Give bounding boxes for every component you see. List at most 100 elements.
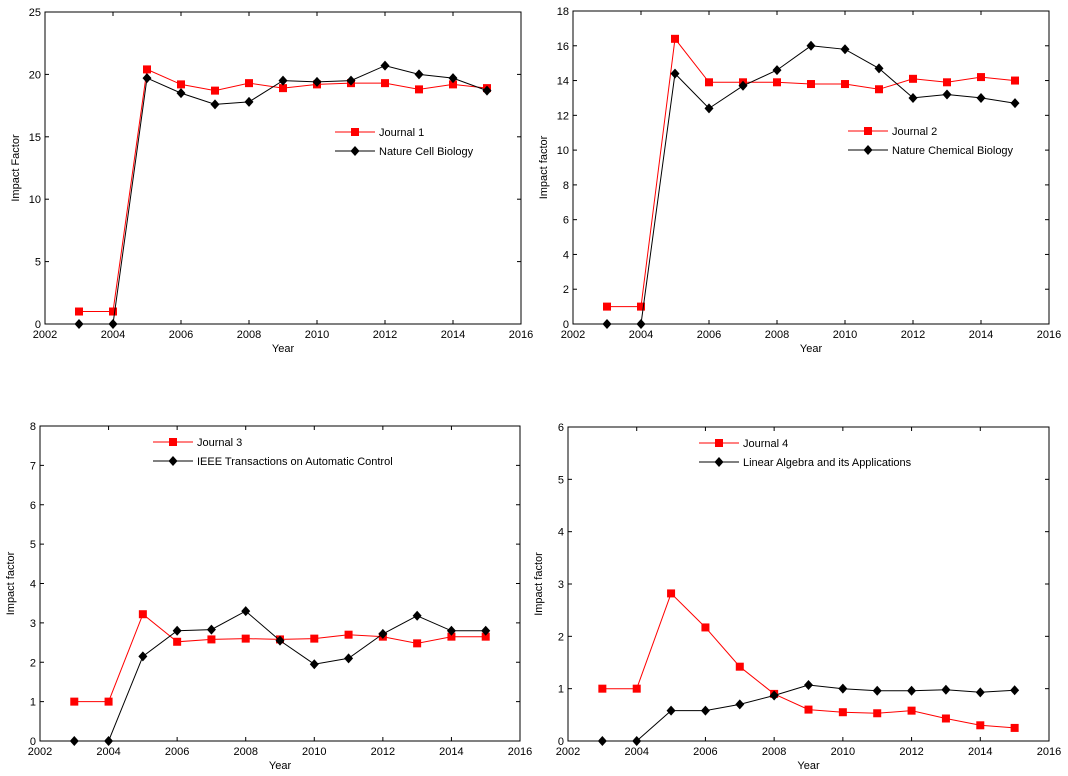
y-tick-label: 1 [30, 697, 36, 709]
data-point-square [241, 634, 250, 643]
x-tick-label: 2012 [371, 746, 395, 758]
data-point-square [977, 73, 985, 82]
data-point-square [603, 302, 611, 311]
x-tick-label: 2008 [765, 329, 789, 341]
data-point-square [941, 714, 950, 723]
data-point-diamond [975, 687, 985, 698]
y-tick-label: 2 [558, 631, 564, 643]
x-axis-label: Year [800, 343, 823, 355]
data-point-square [70, 697, 79, 706]
data-point-diamond [412, 610, 422, 621]
series-line-1 [79, 68, 488, 312]
data-point-diamond [482, 85, 492, 96]
y-tick-label: 2 [30, 657, 36, 669]
legend-entry-1: Journal 3 [153, 437, 242, 449]
data-point-diamond [1010, 98, 1020, 109]
legend-label: Journal 3 [197, 437, 242, 449]
data-point-diamond [378, 628, 388, 639]
data-point-square [943, 78, 951, 87]
x-tick-label: 2004 [96, 746, 120, 758]
data-point-diamond [704, 103, 714, 114]
y-tick-label: 1 [558, 684, 564, 696]
data-point-square [381, 79, 389, 88]
legend-entry-1: Journal 2 [848, 126, 937, 138]
data-point-diamond [74, 319, 84, 329]
x-tick-label: 2008 [762, 746, 786, 758]
data-point-square [449, 80, 457, 89]
x-tick-label: 2002 [28, 746, 52, 758]
data-point-square [413, 639, 422, 648]
y-tick-label: 5 [558, 474, 564, 486]
y-tick-label: 6 [558, 422, 564, 434]
data-point-square [705, 78, 713, 87]
x-tick-label: 2014 [969, 329, 993, 341]
y-tick-label: 2 [563, 284, 569, 296]
y-tick-label: 4 [563, 249, 569, 261]
data-point-diamond [104, 736, 114, 746]
legend-entry-2: IEEE Transactions on Automatic Control [153, 456, 393, 468]
data-point-diamond [735, 699, 745, 710]
y-axis-label: Impact factor [538, 135, 550, 199]
y-tick-label: 8 [30, 421, 36, 433]
data-point-diamond [278, 75, 288, 86]
data-point-square [907, 706, 916, 715]
legend-marker-diamond [168, 456, 178, 466]
y-tick-label: 14 [557, 76, 569, 88]
y-axis-label: Impact factor [533, 552, 545, 616]
x-tick-label: 2006 [169, 329, 193, 341]
data-point-square [773, 78, 781, 87]
data-point-diamond [597, 736, 607, 746]
chart-4: 2002 2004 2006 2008 2010 2012 2014 2016 0 1 2 3 4 5 6 Y… [533, 422, 1061, 772]
legend-marker-diamond [714, 457, 724, 467]
legend-label: Nature Chemical Biology [892, 145, 1014, 157]
x-tick-label: 2010 [305, 329, 329, 341]
plot-area [567, 426, 1050, 742]
y-tick-label: 5 [30, 539, 36, 551]
data-point-diamond [666, 705, 676, 716]
chart-1: 2002 2004 2006 2008 2010 2012 2014 2016 0 5 10 15 20… [10, 7, 533, 355]
y-tick-label: 0 [35, 319, 41, 331]
data-point-square [875, 85, 883, 94]
data-point-square [173, 637, 182, 646]
x-tick-label: 2008 [237, 329, 261, 341]
chart-2: 2002 2004 2006 2008 2010 2012 2014 2016 0 2 4 6 8 10 1… [538, 6, 1061, 355]
legend-label: Linear Algebra and its Applications [743, 457, 912, 469]
data-point-diamond [309, 659, 319, 670]
x-tick-label: 2016 [1037, 746, 1061, 758]
series-line-1 [74, 613, 486, 703]
y-tick-label: 18 [557, 6, 569, 18]
data-point-diamond [700, 705, 710, 716]
data-point-diamond [346, 75, 356, 86]
y-axis-label: Impact Factor [10, 134, 22, 202]
y-tick-label: 3 [30, 618, 36, 630]
data-point-diamond [142, 73, 152, 84]
x-tick-label: 2006 [697, 329, 721, 341]
data-point-diamond [769, 690, 779, 701]
data-point-square [701, 623, 710, 632]
data-point-diamond [636, 319, 646, 329]
legend-entry-2: Linear Algebra and its Applications [699, 457, 912, 469]
x-axis-label: Year [269, 760, 292, 772]
data-point-square [838, 708, 847, 717]
data-point-square [873, 709, 882, 718]
data-point-square [279, 84, 287, 93]
plot-area [44, 11, 522, 325]
x-tick-label: 2016 [1037, 329, 1061, 341]
x-tick-label: 2010 [831, 746, 855, 758]
data-point-diamond [448, 73, 458, 84]
legend-marker-diamond [863, 145, 873, 155]
data-point-square [671, 34, 679, 43]
legend-entry-1: Journal 1 [335, 127, 424, 139]
data-point-square [841, 80, 849, 89]
x-tick-label: 2004 [629, 329, 653, 341]
data-point-square [207, 635, 216, 644]
data-point-diamond [275, 635, 285, 646]
legend-marker-square [351, 128, 359, 136]
data-point-diamond [942, 89, 952, 100]
data-point-diamond [138, 651, 148, 662]
y-tick-label: 8 [563, 180, 569, 192]
y-tick-label: 4 [558, 527, 564, 539]
data-point-diamond [312, 76, 322, 87]
x-tick-label: 2014 [441, 329, 465, 341]
data-point-diamond [738, 80, 748, 91]
